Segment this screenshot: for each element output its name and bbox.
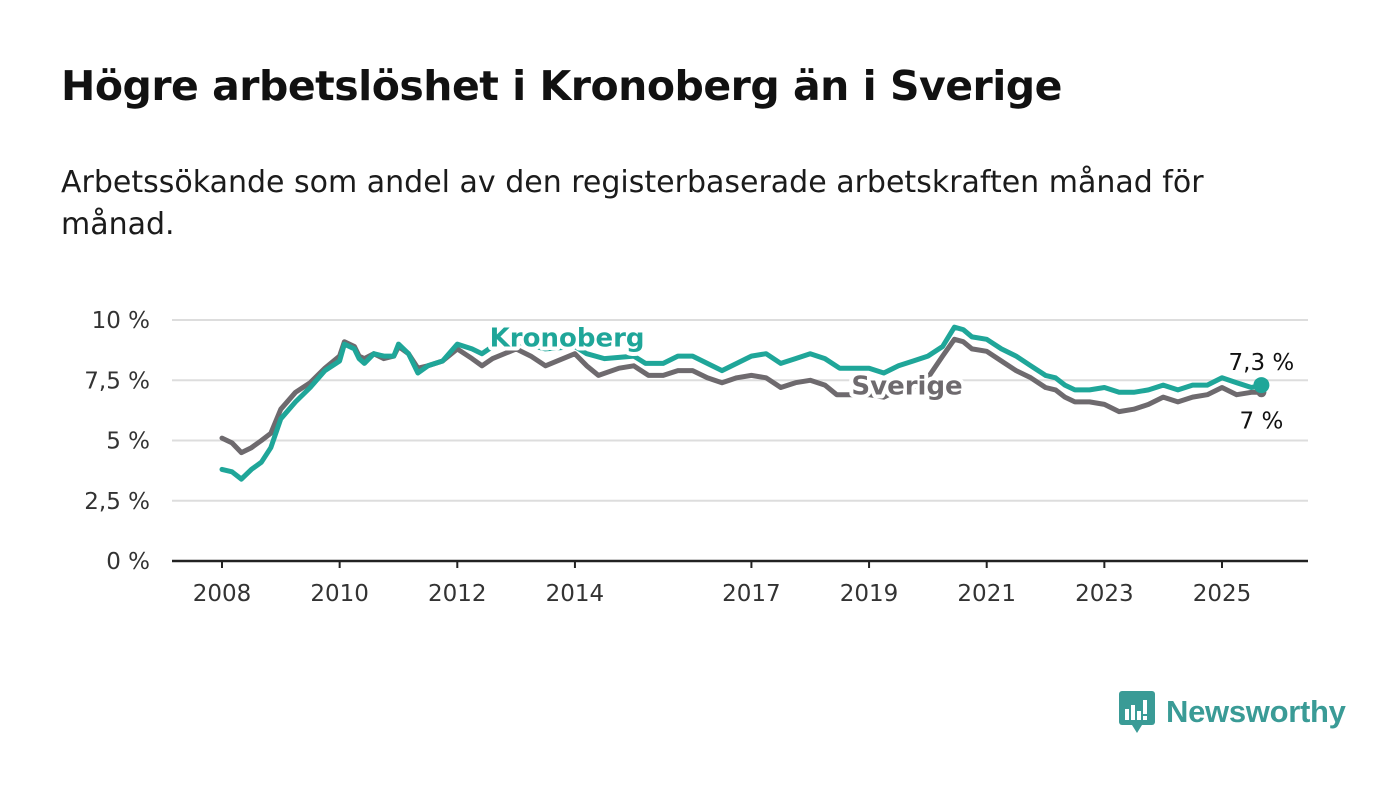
chart-title: Högre arbetslöshet i Kronoberg än i Sver…: [61, 62, 1062, 110]
y-tick-label: 5 %: [106, 429, 150, 455]
brand-name: Newsworthy: [1166, 694, 1346, 729]
gridlines: [172, 319, 1308, 563]
y-tick-label: 2,5 %: [84, 489, 150, 515]
x-tick-label: 2014: [546, 581, 605, 607]
x-tick-label: 2023: [1075, 581, 1134, 607]
x-tick-label: 2021: [957, 581, 1016, 607]
y-tick-label: 10 %: [92, 308, 150, 334]
chart-subtitle: Arbetssökande som andel av den registerb…: [61, 165, 1204, 242]
x-tick-label: 2019: [840, 581, 899, 607]
series-label-halo: Kronoberg: [490, 324, 645, 354]
x-tick-label: 2012: [428, 581, 487, 607]
x-tick-label: 2010: [310, 581, 369, 607]
newsworthy-logo[interactable]: Newsworthy: [1118, 690, 1346, 734]
y-tick-label: 7,5 %: [84, 368, 150, 394]
y-tick-label: 0 %: [106, 549, 150, 575]
x-tick-label: 2025: [1193, 581, 1252, 607]
x-tick-label: 2017: [722, 581, 781, 607]
line-chart: 0 % 2,5 % 5 % 7,5 % 10 % 2008 2010 2012 2014 201…: [84, 308, 1308, 607]
endpoint-dot-kronoberg: [1253, 377, 1270, 394]
y-axis-ticks: 0 % 2,5 % 5 % 7,5 % 10 %: [84, 308, 150, 575]
end-value-kronoberg: 7,3 %: [1229, 350, 1295, 376]
series-line-kronoberg: [219, 324, 1264, 482]
end-value-sverige: 7 %: [1240, 408, 1284, 434]
series-lines: [219, 324, 1264, 482]
x-axis-ticks: 2008 2010 2012 2014 2017 2019 2021 2023 2025: [193, 561, 1252, 607]
series-label-text: Sverige: [851, 372, 962, 402]
x-tick-label: 2008: [193, 581, 252, 607]
series-label-text: Kronoberg: [490, 324, 645, 354]
bar-chart-speech-bubble-icon: [1119, 691, 1155, 733]
series-label-halo: Sverige: [851, 372, 962, 402]
